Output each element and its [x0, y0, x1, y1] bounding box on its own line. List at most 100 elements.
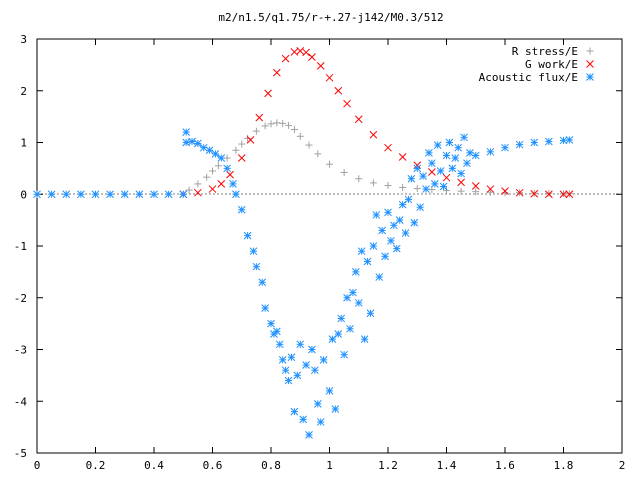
data-point	[457, 169, 465, 178]
data-point	[296, 340, 305, 349]
data-point	[428, 159, 436, 168]
x-tick-label: 0.6	[203, 459, 223, 472]
data-point	[258, 278, 267, 287]
y-tick-label: -3	[14, 344, 27, 357]
data-point	[284, 376, 293, 385]
data-point	[545, 190, 553, 199]
data-point	[182, 128, 191, 137]
data-point	[398, 153, 407, 161]
data-point	[164, 190, 173, 199]
series-2	[33, 128, 574, 439]
data-point	[244, 134, 252, 142]
y-tick-label: 0	[20, 188, 27, 201]
data-point	[471, 182, 480, 190]
data-point	[399, 184, 407, 192]
data-point	[384, 208, 392, 217]
data-point	[445, 138, 454, 147]
data-point	[486, 188, 494, 196]
data-point	[255, 113, 264, 122]
data-point	[369, 179, 377, 187]
data-point	[463, 159, 471, 168]
data-point	[290, 126, 298, 134]
data-point	[545, 137, 553, 146]
data-point	[416, 203, 425, 212]
data-point	[47, 190, 56, 199]
data-point	[442, 173, 451, 182]
x-tick-label: 1.4	[437, 459, 457, 472]
data-point	[378, 226, 387, 235]
data-point	[354, 115, 363, 124]
data-point	[293, 371, 302, 380]
data-point	[305, 141, 313, 149]
data-point	[366, 309, 375, 318]
data-point	[559, 190, 568, 199]
data-point	[281, 366, 290, 375]
data-point	[395, 216, 404, 224]
data-point	[381, 252, 389, 261]
data-point	[472, 188, 480, 196]
data-point	[343, 99, 351, 108]
y-tick-label: -2	[14, 292, 27, 305]
data-point	[311, 366, 319, 375]
data-point	[252, 127, 260, 135]
data-point	[375, 273, 384, 281]
data-point	[454, 143, 463, 152]
data-point	[135, 190, 144, 199]
legend-marker	[586, 73, 594, 81]
data-point	[217, 180, 226, 188]
x-tick-label: 0	[34, 459, 41, 472]
data-point	[369, 130, 378, 139]
data-point	[62, 190, 71, 199]
data-point	[407, 174, 416, 183]
data-point	[281, 54, 290, 63]
data-point	[334, 86, 343, 95]
data-point	[150, 190, 158, 199]
data-point	[337, 314, 346, 323]
data-point	[261, 304, 270, 312]
y-tick-label: 3	[20, 33, 27, 46]
data-point	[275, 340, 284, 349]
data-point	[316, 418, 325, 426]
data-point	[232, 146, 240, 154]
data-point	[299, 415, 308, 424]
data-point	[106, 190, 114, 199]
data-point	[355, 175, 363, 183]
data-point	[369, 242, 378, 250]
data-point	[194, 139, 202, 148]
data-point	[501, 189, 509, 197]
data-point	[466, 148, 474, 157]
data-point	[313, 399, 322, 408]
data-point	[208, 185, 217, 193]
data-point	[326, 160, 333, 168]
data-point	[325, 387, 334, 395]
data-point	[545, 189, 553, 197]
data-point	[384, 181, 392, 189]
axis-ticks: 0 0.2 0.4 0.6 0.8 1 1.2 1.4 1.6 1.8 2 3 2 1 0 -1 -2 -3 -4 -…	[14, 33, 626, 472]
data-point	[203, 173, 211, 181]
data-point	[194, 188, 202, 197]
data-point	[433, 141, 442, 149]
data-point	[264, 89, 272, 98]
data-point	[211, 150, 220, 158]
data-point	[384, 143, 392, 152]
legend-label: Acoustic flux/E	[479, 71, 578, 84]
data-point	[351, 268, 360, 276]
data-point	[296, 47, 305, 55]
data-point	[308, 53, 316, 61]
data-point	[314, 150, 322, 158]
y-tick-label: -4	[14, 395, 28, 408]
data-point	[530, 138, 539, 147]
data-point	[287, 353, 296, 362]
data-point	[308, 345, 316, 354]
legend-marker	[586, 47, 594, 55]
series-1	[179, 47, 574, 199]
data-point	[272, 68, 281, 77]
x-tick-label: 0.2	[86, 459, 106, 472]
data-point	[387, 236, 395, 245]
data-point	[302, 361, 310, 369]
data-point	[413, 164, 422, 173]
data-point	[334, 330, 343, 338]
data-point	[217, 154, 226, 162]
y-tick-label: 2	[20, 85, 27, 98]
